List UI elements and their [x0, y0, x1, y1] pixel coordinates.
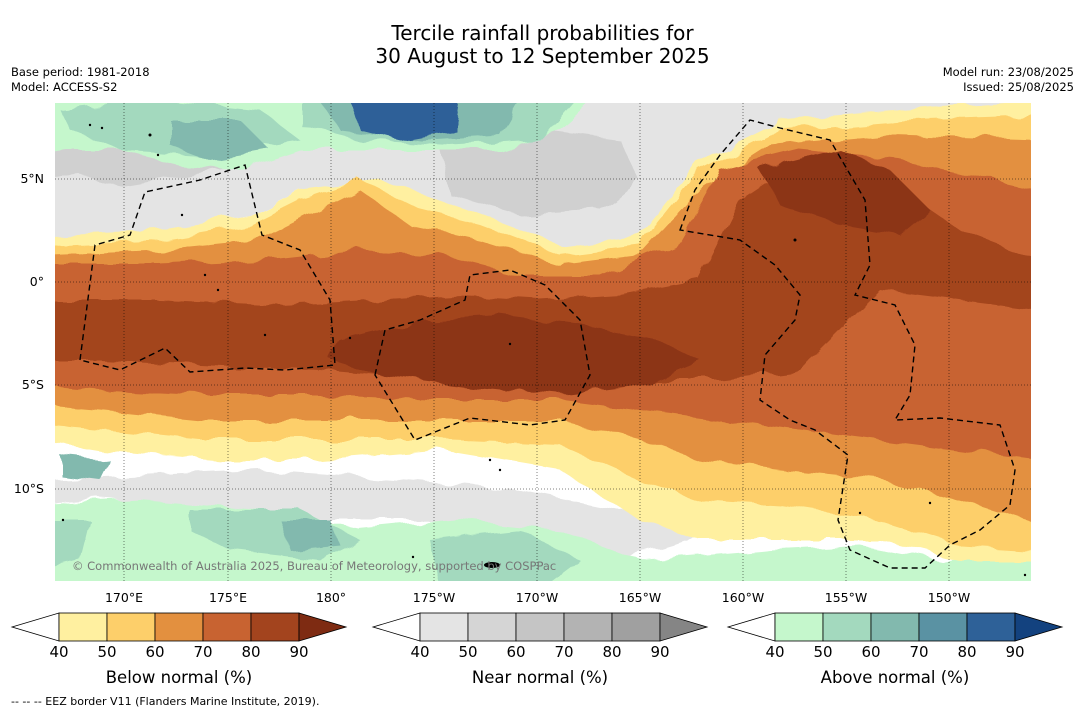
below-normal-colorbar-segment [154, 612, 204, 642]
base-period: Base period: 1981-2018 [11, 65, 150, 79]
below-normal-region-max [330, 150, 930, 395]
below-normal-colorbar-tick: 40 [49, 643, 69, 661]
above-normal-colorbar-tick: 50 [813, 643, 833, 661]
near-normal-colorbar-min-arrow [371, 612, 421, 642]
lat-label-0: 0° [29, 274, 44, 289]
islands [61, 123, 1027, 577]
above-normal-colorbar-tick: 40 [765, 643, 785, 661]
near-normal-colorbar-title: Near normal (%) [471, 668, 609, 687]
title-line-2: 30 August to 12 September 2025 [375, 44, 710, 68]
below-normal-colorbar-segment [58, 612, 108, 642]
lon-label-180: 180° [315, 590, 347, 605]
above-normal-colorbar-title: Above normal (%) [820, 668, 970, 687]
above-normal-colorbar-segment [870, 612, 920, 642]
lat-label-5s: 5°S [21, 377, 44, 392]
lon-label-170e: 170°E [104, 590, 143, 605]
near-normal-colorbar-tick: 70 [554, 643, 574, 661]
below-normal-colorbar-tick: 50 [97, 643, 117, 661]
above-normal-colorbar-segment [822, 612, 872, 642]
below-normal-colorbar-segment [202, 612, 252, 642]
lon-label-170w: 170°W [515, 590, 559, 605]
lon-label-160w: 160°W [721, 590, 765, 605]
near-normal-colorbar-tick: 50 [458, 643, 478, 661]
lon-label-155w: 155°W [824, 590, 868, 605]
below-normal-colorbar-max-arrow [298, 612, 348, 642]
below-normal-colorbar-tick: 70 [193, 643, 213, 661]
above-normal-colorbar-segment [774, 612, 824, 642]
title-line-1: Tercile rainfall probabilities for [391, 21, 694, 45]
below-normal-colorbar-segment [106, 612, 156, 642]
lat-label-5n: 5°N [20, 171, 44, 186]
above-normal-region-north-4 [351, 103, 460, 140]
near-normal-colorbar-segment [467, 612, 517, 642]
lon-label-150w: 150°W [927, 590, 971, 605]
near-normal-colorbar-segment [419, 612, 469, 642]
lon-label-175e: 175°E [208, 590, 247, 605]
copyright-notice: © Commonwealth of Australia 2025, Bureau… [72, 559, 557, 573]
near-normal-colorbar-tick: 90 [650, 643, 670, 661]
below-normal-colorbar-min-arrow [10, 612, 60, 642]
model-run: Model run: 23/08/2025 [942, 65, 1074, 79]
below-normal-region-90 [55, 160, 1031, 390]
near-normal-colorbar-tick: 60 [506, 643, 526, 661]
eez-footnote: -- -- -- EEZ border V11 (Flanders Marine… [11, 695, 320, 708]
map-field [55, 103, 1031, 581]
above-normal-colorbar-tick: 90 [1005, 643, 1025, 661]
lon-label-165w: 165°W [618, 590, 662, 605]
near-normal-colorbar-max-arrow [659, 612, 709, 642]
above-normal-colorbar-tick: 70 [909, 643, 929, 661]
above-normal-colorbar-min-arrow [726, 612, 776, 642]
below-normal-colorbar-tick: 60 [145, 643, 165, 661]
near-normal-colorbar-tick: 80 [602, 643, 622, 661]
lon-label-175w: 175°W [412, 590, 456, 605]
above-normal-region-south-3 [60, 455, 340, 550]
lat-label-10s: 10°S [13, 481, 44, 496]
below-normal-colorbar-tick: 80 [241, 643, 261, 661]
near-normal-colorbar-segment [563, 612, 613, 642]
below-normal-colorbar-segment [250, 612, 300, 642]
above-normal-colorbar-tick: 80 [957, 643, 977, 661]
above-normal-colorbar-segment [918, 612, 968, 642]
near-normal-colorbar-segment [515, 612, 565, 642]
gridlines [55, 103, 1031, 581]
above-normal-colorbar-max-arrow [1014, 612, 1064, 642]
below-normal-colorbar-title: Below normal (%) [105, 668, 253, 687]
near-normal-colorbar-segment [611, 612, 661, 642]
colorbars [10, 612, 1064, 642]
above-normal-colorbar-tick: 60 [861, 643, 881, 661]
near-normal-colorbar-tick: 40 [410, 643, 430, 661]
issued-date: Issued: 25/08/2025 [963, 80, 1074, 94]
below-normal-colorbar-tick: 90 [289, 643, 309, 661]
model-name: Model: ACCESS-S2 [11, 80, 118, 94]
eez-borders [79, 119, 1016, 569]
above-normal-colorbar-segment [966, 612, 1016, 642]
